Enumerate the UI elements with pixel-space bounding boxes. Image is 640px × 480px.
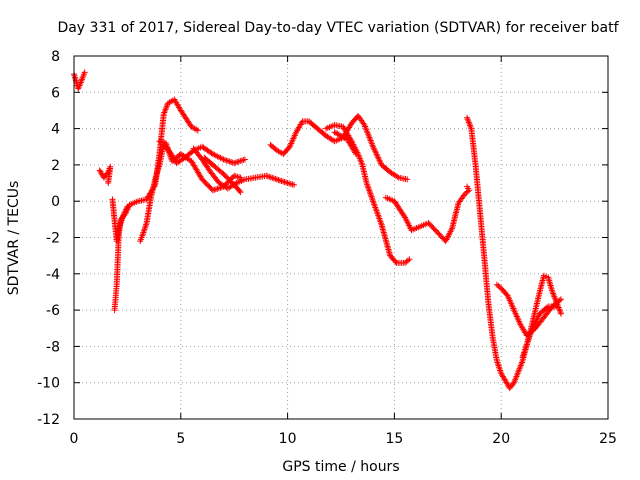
- data-point: [237, 174, 244, 181]
- x-tick-label: 5: [176, 431, 185, 447]
- series-s6: [156, 138, 244, 194]
- x-tick-label: 25: [599, 431, 617, 447]
- interp-marker: [240, 156, 247, 163]
- interp-marker: [237, 158, 244, 165]
- y-axis-label: SDTVAR / TECUs: [6, 181, 22, 296]
- interp-marker: [236, 187, 243, 194]
- data-points: [71, 69, 565, 392]
- series-s7: [190, 145, 298, 192]
- data-point: [406, 256, 413, 263]
- interp-marker: [235, 158, 242, 165]
- plot-frame: [73, 55, 609, 420]
- series-s11: [331, 129, 359, 158]
- data-point: [273, 176, 280, 183]
- data-point: [352, 151, 359, 158]
- interp-marker: [392, 258, 399, 265]
- series-s8: [201, 154, 244, 196]
- interp-marker: [281, 179, 288, 186]
- interp-marker: [225, 158, 232, 165]
- series-s12: [382, 183, 473, 245]
- interp-marker: [228, 159, 235, 166]
- y-tick-label: 6: [51, 85, 60, 101]
- series-s9: [267, 112, 411, 183]
- y-tick-label: 4: [51, 122, 60, 138]
- interp-marker: [212, 186, 219, 193]
- data-point: [237, 189, 244, 196]
- y-tick-label: -10: [37, 376, 60, 392]
- data-point: [291, 181, 298, 188]
- tick-labels: 0 5 10 15 20 25 -12 -10 -8 -6 -4 -2 0 2 4 6 8: [37, 49, 617, 447]
- data-point: [231, 160, 238, 167]
- data-point: [241, 156, 248, 163]
- interp-marker: [283, 179, 290, 186]
- y-tick-label: 2: [51, 158, 60, 174]
- interp-marker: [234, 159, 241, 166]
- interp-marker: [267, 174, 274, 181]
- data-point: [553, 303, 560, 310]
- interp-marker: [270, 175, 277, 182]
- chart-title: Day 331 of 2017, Sidereal Day-to-day VTE…: [57, 20, 619, 36]
- interp-marker: [264, 173, 271, 180]
- interp-marker: [232, 159, 239, 166]
- interp-marker: [404, 257, 411, 264]
- data-point: [81, 69, 88, 76]
- x-tick-label: 10: [279, 431, 297, 447]
- interp-marker: [276, 177, 283, 184]
- interp-marker: [214, 185, 221, 192]
- interp-marker: [226, 158, 233, 165]
- interp-marker: [556, 297, 563, 304]
- interp-marker: [394, 173, 401, 180]
- data-point: [109, 196, 116, 203]
- series-s10: [323, 121, 413, 266]
- y-tick-label: 0: [51, 194, 60, 210]
- interp-marker: [278, 177, 285, 184]
- y-tick-label: -8: [46, 339, 60, 355]
- y-tick-label: -2: [46, 231, 60, 247]
- grid-lines: [74, 56, 608, 419]
- y-tick-label: -12: [37, 412, 60, 428]
- interp-marker: [280, 178, 287, 185]
- data-point: [194, 127, 201, 134]
- data-point: [105, 180, 112, 187]
- interp-marker: [272, 175, 279, 182]
- series-s2: [96, 163, 114, 187]
- y-tick-label: -6: [46, 303, 60, 319]
- interp-marker: [238, 157, 245, 164]
- x-tick-label: 20: [492, 431, 510, 447]
- series-s13: [464, 114, 565, 392]
- interp-marker: [275, 176, 282, 183]
- interp-marker: [352, 149, 359, 156]
- data-point: [464, 183, 471, 190]
- x-axis-label: GPS time / hours: [282, 459, 399, 475]
- series-s3: [111, 96, 201, 314]
- interp-marker: [543, 304, 550, 311]
- data-point: [404, 176, 411, 183]
- interp-marker: [266, 173, 273, 180]
- y-tick-label: 8: [51, 49, 60, 65]
- series-s5: [137, 141, 248, 245]
- data-point: [558, 310, 565, 317]
- x-tick-label: 0: [70, 431, 79, 447]
- series-s15: [519, 303, 560, 361]
- x-tick-label: 15: [385, 431, 403, 447]
- y-tick-label: -4: [46, 267, 60, 283]
- interp-marker: [269, 174, 276, 181]
- series-s4: [109, 196, 131, 245]
- data-point: [558, 296, 565, 303]
